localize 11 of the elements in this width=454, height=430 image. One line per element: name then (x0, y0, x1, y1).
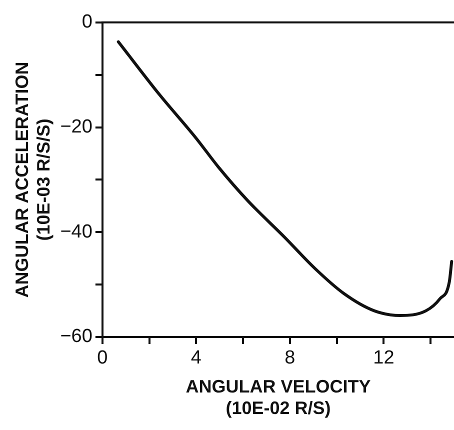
y-tick-label: −20 (60, 116, 92, 138)
y-axis-title: ANGULAR ACCELERATION (10E-03 R/S/S) (12, 62, 54, 298)
y-tick-label: 0 (82, 12, 92, 33)
y-tick-label: −60 (60, 326, 92, 348)
x-axis-title: ANGULAR VELOCITY (10E-02 R/S) (186, 376, 371, 418)
x-tick-label: 12 (373, 348, 394, 369)
x-tick-label: 4 (190, 348, 202, 369)
x-tick-label: 8 (284, 348, 296, 369)
y-tick-label: −40 (60, 221, 92, 242)
x-tick-label: 0 (97, 348, 108, 369)
line-series (116, 40, 454, 318)
